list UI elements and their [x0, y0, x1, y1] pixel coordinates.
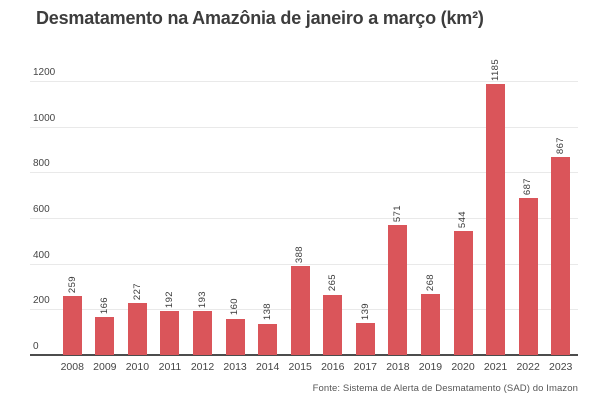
bar-group: 687: [512, 81, 545, 355]
bar: [258, 323, 278, 355]
bar: [160, 311, 180, 355]
bar-group: 867: [544, 81, 577, 355]
bar-group: 571: [382, 81, 415, 355]
bar: [95, 317, 115, 355]
y-axis-tick-label: 1200: [33, 67, 56, 78]
bar-group: 259: [56, 81, 89, 355]
gridline: [30, 81, 578, 82]
bar-group: 227: [121, 81, 154, 355]
x-axis-tick-label: 2022: [516, 361, 540, 373]
bar: [62, 295, 82, 355]
bar: [323, 294, 343, 355]
bar-group: 265: [317, 81, 350, 355]
bar: [420, 293, 440, 355]
bar-group: 138: [251, 81, 284, 355]
x-axis-tick-label: 2021: [483, 361, 508, 373]
bar-group: 544: [447, 81, 480, 355]
chart-title: Desmatamento na Amazônia de janeiro a ma…: [36, 8, 484, 28]
bar: [290, 266, 310, 355]
x-axis-labels: 2008 2009 2010 2011 2012 2013 2014 2015 2016 2017…: [56, 361, 577, 373]
y-axis-tick-label: 600: [33, 204, 50, 215]
bar: [355, 323, 375, 355]
bar-group: 139: [349, 81, 382, 355]
bar-group: 388: [284, 81, 317, 355]
bar-group: 160: [219, 81, 252, 355]
x-axis-tick-label: 2009: [93, 361, 117, 373]
x-axis-tick-label: 2019: [418, 361, 443, 373]
y-axis-tick-label: 800: [33, 158, 50, 170]
bar-value-label: 193: [196, 290, 208, 308]
x-axis-tick-label: 2020: [451, 361, 475, 373]
bar-group: 166: [89, 81, 122, 355]
gridline: [30, 126, 578, 128]
bar-value-label: 268: [424, 273, 436, 291]
source-note: Fonte: Sistema de Alerta de Desmatamento…: [312, 383, 578, 394]
bar-value-label: 139: [359, 303, 371, 321]
x-axis-tick-label: 2008: [60, 361, 84, 373]
bar-value-label: 259: [66, 275, 78, 293]
bar-value-label: 687: [522, 178, 534, 196]
x-axis-tick-label: 2015: [288, 361, 312, 373]
bar-group: 1185: [479, 59, 512, 355]
bar-value-label: 265: [327, 274, 339, 292]
bar-value-label: 1185: [489, 59, 501, 82]
y-axis-tick-label: 0: [33, 341, 39, 352]
x-axis-tick-label: 2014: [255, 361, 280, 373]
gridline: [30, 172, 578, 174]
x-axis-tick-label: 2013: [223, 361, 247, 373]
bar-group: 268: [414, 81, 447, 355]
bar: [518, 198, 538, 355]
bar-value-label: 571: [392, 204, 404, 222]
bar-value-label: 227: [131, 283, 143, 301]
y-axis-tick-label: 1000: [33, 112, 56, 124]
bar-value-label: 192: [164, 291, 176, 309]
x-axis-tick-label: 2018: [386, 361, 410, 373]
bar: [486, 84, 506, 355]
bar-value-label: 867: [554, 136, 566, 154]
bars-layer: 259 166 227 192 193 160 138 388 265 139 571 268 544 1…: [56, 59, 577, 355]
bar-group: 193: [186, 81, 219, 355]
y-axis-tick-label: 200: [33, 295, 50, 307]
x-axis-tick-label: 2017: [353, 361, 378, 373]
bar-group: 192: [154, 81, 187, 355]
x-axis-tick-label: 2023: [549, 361, 573, 373]
bar-value-label: 138: [261, 303, 273, 321]
bar-value-label: 166: [99, 297, 111, 315]
bar-value-label: 160: [229, 298, 241, 316]
bar: [225, 318, 245, 355]
x-axis-tick-label: 2010: [125, 361, 150, 373]
x-axis-tick-label: 2011: [158, 361, 182, 373]
y-axis-tick-label: 400: [33, 249, 50, 261]
bar: [388, 224, 408, 355]
gridline: [30, 263, 578, 265]
bar: [127, 303, 147, 355]
x-axis-tick-label: 2016: [321, 361, 345, 373]
bar-value-label: 544: [457, 210, 469, 228]
bar: [193, 310, 213, 355]
x-axis-line: [30, 354, 578, 356]
plot-area: 0 200 400 600 800 1000 1200 259 166 227 192 193 160…: [30, 59, 578, 356]
x-axis-tick-label: 2012: [190, 361, 215, 373]
bar-value-label: 388: [294, 246, 306, 264]
bar: [551, 157, 571, 355]
gridline: [30, 218, 578, 219]
bar: [453, 230, 473, 355]
